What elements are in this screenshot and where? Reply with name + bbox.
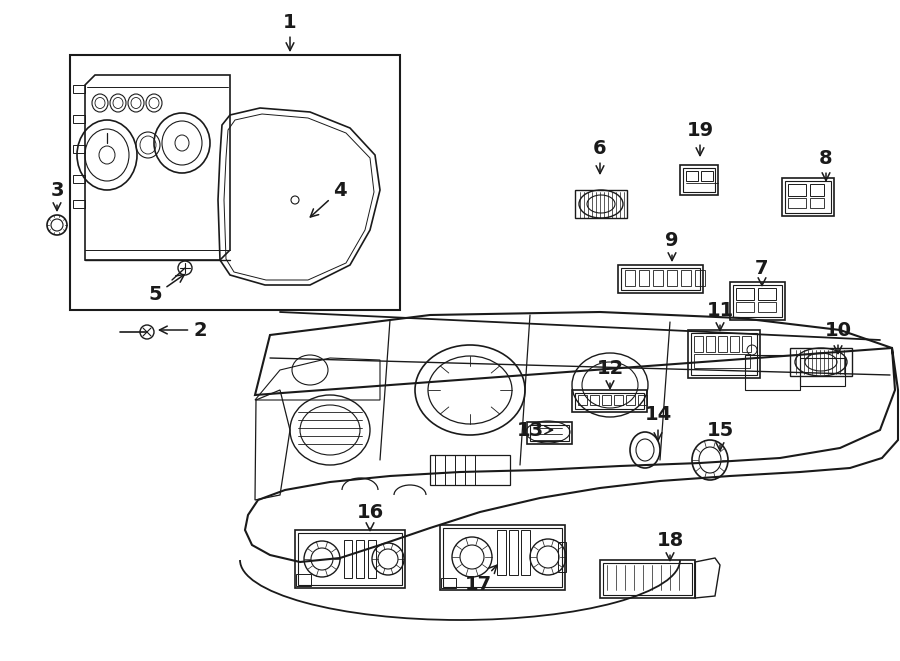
Bar <box>356 540 364 578</box>
Bar <box>667 270 677 286</box>
Bar <box>683 168 715 192</box>
Bar <box>718 336 727 352</box>
Bar <box>800 358 845 386</box>
Bar <box>639 270 649 286</box>
Text: 6: 6 <box>593 139 607 174</box>
Bar <box>73 145 85 153</box>
Text: 5: 5 <box>148 274 184 305</box>
Bar <box>694 354 750 368</box>
Bar <box>688 330 760 378</box>
Bar <box>625 270 635 286</box>
Text: 12: 12 <box>597 358 624 389</box>
Bar <box>368 540 376 578</box>
Text: 19: 19 <box>687 120 714 155</box>
Bar <box>530 425 569 441</box>
Bar <box>344 540 352 578</box>
Text: 1: 1 <box>284 13 297 50</box>
Bar <box>680 165 718 195</box>
Text: 14: 14 <box>644 405 671 440</box>
Bar <box>736 288 754 300</box>
Text: 15: 15 <box>706 420 733 451</box>
Bar <box>497 530 506 575</box>
Bar <box>745 355 800 390</box>
Bar <box>296 574 311 586</box>
Bar <box>509 530 518 575</box>
Bar <box>694 336 703 352</box>
Bar <box>621 268 700 290</box>
Text: 13: 13 <box>517 420 553 440</box>
Bar <box>295 530 405 588</box>
Bar <box>614 395 623 405</box>
Bar <box>758 302 776 312</box>
Bar <box>602 395 611 405</box>
Bar <box>443 528 562 587</box>
Bar <box>603 563 692 595</box>
Bar <box>441 578 456 588</box>
Bar <box>527 422 572 444</box>
Text: 16: 16 <box>356 504 383 531</box>
Bar <box>790 348 852 376</box>
Bar <box>575 393 644 409</box>
Bar <box>626 395 635 405</box>
Bar <box>521 530 530 575</box>
Bar <box>701 171 713 181</box>
Bar <box>686 171 698 181</box>
Bar <box>298 533 402 585</box>
Bar <box>695 270 705 286</box>
Text: 11: 11 <box>706 301 733 330</box>
Bar <box>730 336 739 352</box>
Bar <box>578 395 587 405</box>
Bar <box>70 55 400 310</box>
Bar <box>691 333 757 375</box>
Bar <box>73 200 85 208</box>
Text: 7: 7 <box>755 258 769 286</box>
Text: 18: 18 <box>656 531 684 561</box>
Bar <box>558 542 566 572</box>
Bar <box>73 115 85 123</box>
Text: 10: 10 <box>824 321 851 354</box>
Bar <box>590 395 599 405</box>
Bar <box>785 181 831 213</box>
Text: 8: 8 <box>819 149 832 180</box>
Bar <box>810 184 824 196</box>
Text: 4: 4 <box>310 180 346 217</box>
Bar <box>730 282 785 320</box>
Bar <box>73 175 85 183</box>
Text: 3: 3 <box>50 180 64 210</box>
Text: 2: 2 <box>159 321 207 340</box>
Bar <box>638 395 647 405</box>
Bar <box>788 184 806 196</box>
Bar <box>706 336 715 352</box>
Text: 9: 9 <box>665 231 679 260</box>
Bar <box>758 288 776 300</box>
Bar <box>430 455 510 485</box>
Bar <box>575 190 627 218</box>
Bar <box>742 336 751 352</box>
Bar <box>736 302 754 312</box>
Bar <box>782 178 834 216</box>
Bar <box>618 265 703 293</box>
Bar <box>681 270 691 286</box>
Bar <box>733 285 782 317</box>
Bar <box>653 270 663 286</box>
Bar <box>73 85 85 93</box>
Bar <box>440 525 565 590</box>
Bar <box>600 560 695 598</box>
Bar <box>788 198 806 208</box>
Bar <box>810 198 824 208</box>
Bar <box>572 390 647 412</box>
Text: 17: 17 <box>464 565 497 594</box>
